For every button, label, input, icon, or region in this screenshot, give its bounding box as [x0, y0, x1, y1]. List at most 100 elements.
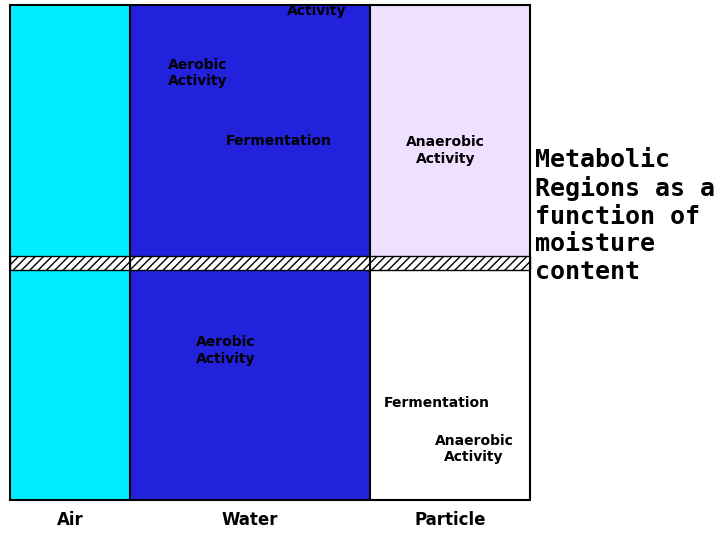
Point: [418, 229, 430, 238]
Point: [399, 408, 410, 416]
Point: [240, 25, 252, 33]
Point: [163, 342, 174, 351]
Point: [486, 4, 498, 13]
Point: [409, 26, 420, 35]
Point: [422, 277, 433, 286]
Point: [454, 134, 466, 143]
Point: [472, 335, 483, 343]
Point: [397, 215, 408, 224]
Point: [274, 174, 285, 183]
Point: [423, 139, 434, 147]
Point: [454, 11, 465, 20]
Point: [514, 120, 526, 129]
Point: [278, 413, 289, 422]
Point: [444, 50, 456, 58]
Point: [179, 435, 190, 443]
Point: [217, 123, 229, 132]
Point: [423, 362, 435, 370]
Point: [270, 175, 282, 184]
Point: [379, 266, 391, 274]
Point: [150, 185, 162, 193]
Point: [140, 368, 151, 376]
Point: [314, 53, 325, 62]
Point: [165, 281, 176, 290]
Point: [403, 200, 415, 208]
Point: [398, 75, 410, 84]
Point: [263, 231, 274, 240]
Point: [424, 288, 436, 297]
Point: [225, 304, 236, 313]
Point: [343, 115, 354, 124]
Point: [347, 232, 359, 240]
Point: [301, 104, 312, 112]
Point: [504, 426, 516, 434]
Point: [413, 477, 424, 485]
Point: [490, 11, 502, 19]
Point: [210, 174, 222, 183]
Point: [294, 441, 305, 449]
Point: [266, 275, 278, 284]
Point: [372, 148, 383, 157]
Point: [283, 350, 294, 359]
Point: [413, 192, 425, 201]
Point: [507, 348, 518, 356]
Point: [138, 278, 149, 287]
Point: [501, 185, 513, 194]
Point: [210, 272, 222, 281]
Point: [486, 411, 498, 420]
Point: [472, 153, 483, 161]
Point: [418, 392, 429, 401]
Point: [395, 411, 406, 420]
Point: [510, 406, 522, 414]
Point: [458, 109, 469, 117]
Point: [339, 309, 351, 318]
Point: [254, 494, 266, 502]
Point: [296, 86, 307, 94]
Point: [459, 350, 471, 359]
Point: [161, 472, 172, 481]
Point: [284, 436, 295, 444]
Point: [185, 64, 197, 72]
Point: [294, 200, 306, 208]
Point: [369, 3, 381, 12]
Point: [405, 82, 416, 90]
Point: [158, 129, 170, 138]
Point: [288, 388, 300, 397]
Point: [158, 397, 169, 406]
Point: [521, 185, 532, 194]
Point: [190, 200, 202, 208]
Point: [402, 98, 413, 106]
Point: [170, 470, 181, 479]
Point: [416, 65, 428, 74]
Point: [444, 218, 456, 226]
Point: [438, 429, 450, 437]
Point: [395, 102, 407, 111]
Point: [289, 410, 301, 418]
Point: [319, 477, 330, 485]
Point: [440, 240, 451, 249]
Point: [435, 166, 446, 174]
Point: [374, 412, 385, 421]
Point: [495, 156, 506, 165]
Point: [376, 375, 387, 384]
Point: [320, 198, 331, 206]
Point: [349, 90, 361, 99]
Point: [487, 343, 498, 352]
Point: [514, 97, 526, 106]
Point: [166, 220, 177, 228]
Point: [388, 171, 400, 179]
Point: [304, 228, 315, 237]
Point: [210, 401, 221, 410]
Point: [217, 231, 229, 239]
Point: [375, 302, 387, 311]
Point: [508, 22, 520, 30]
Point: [246, 208, 257, 217]
Point: [381, 235, 392, 244]
Point: [364, 472, 375, 481]
Point: [460, 15, 472, 23]
Point: [308, 138, 320, 147]
Point: [364, 418, 376, 427]
Point: [418, 14, 430, 22]
Point: [232, 347, 243, 355]
Point: [433, 180, 444, 188]
